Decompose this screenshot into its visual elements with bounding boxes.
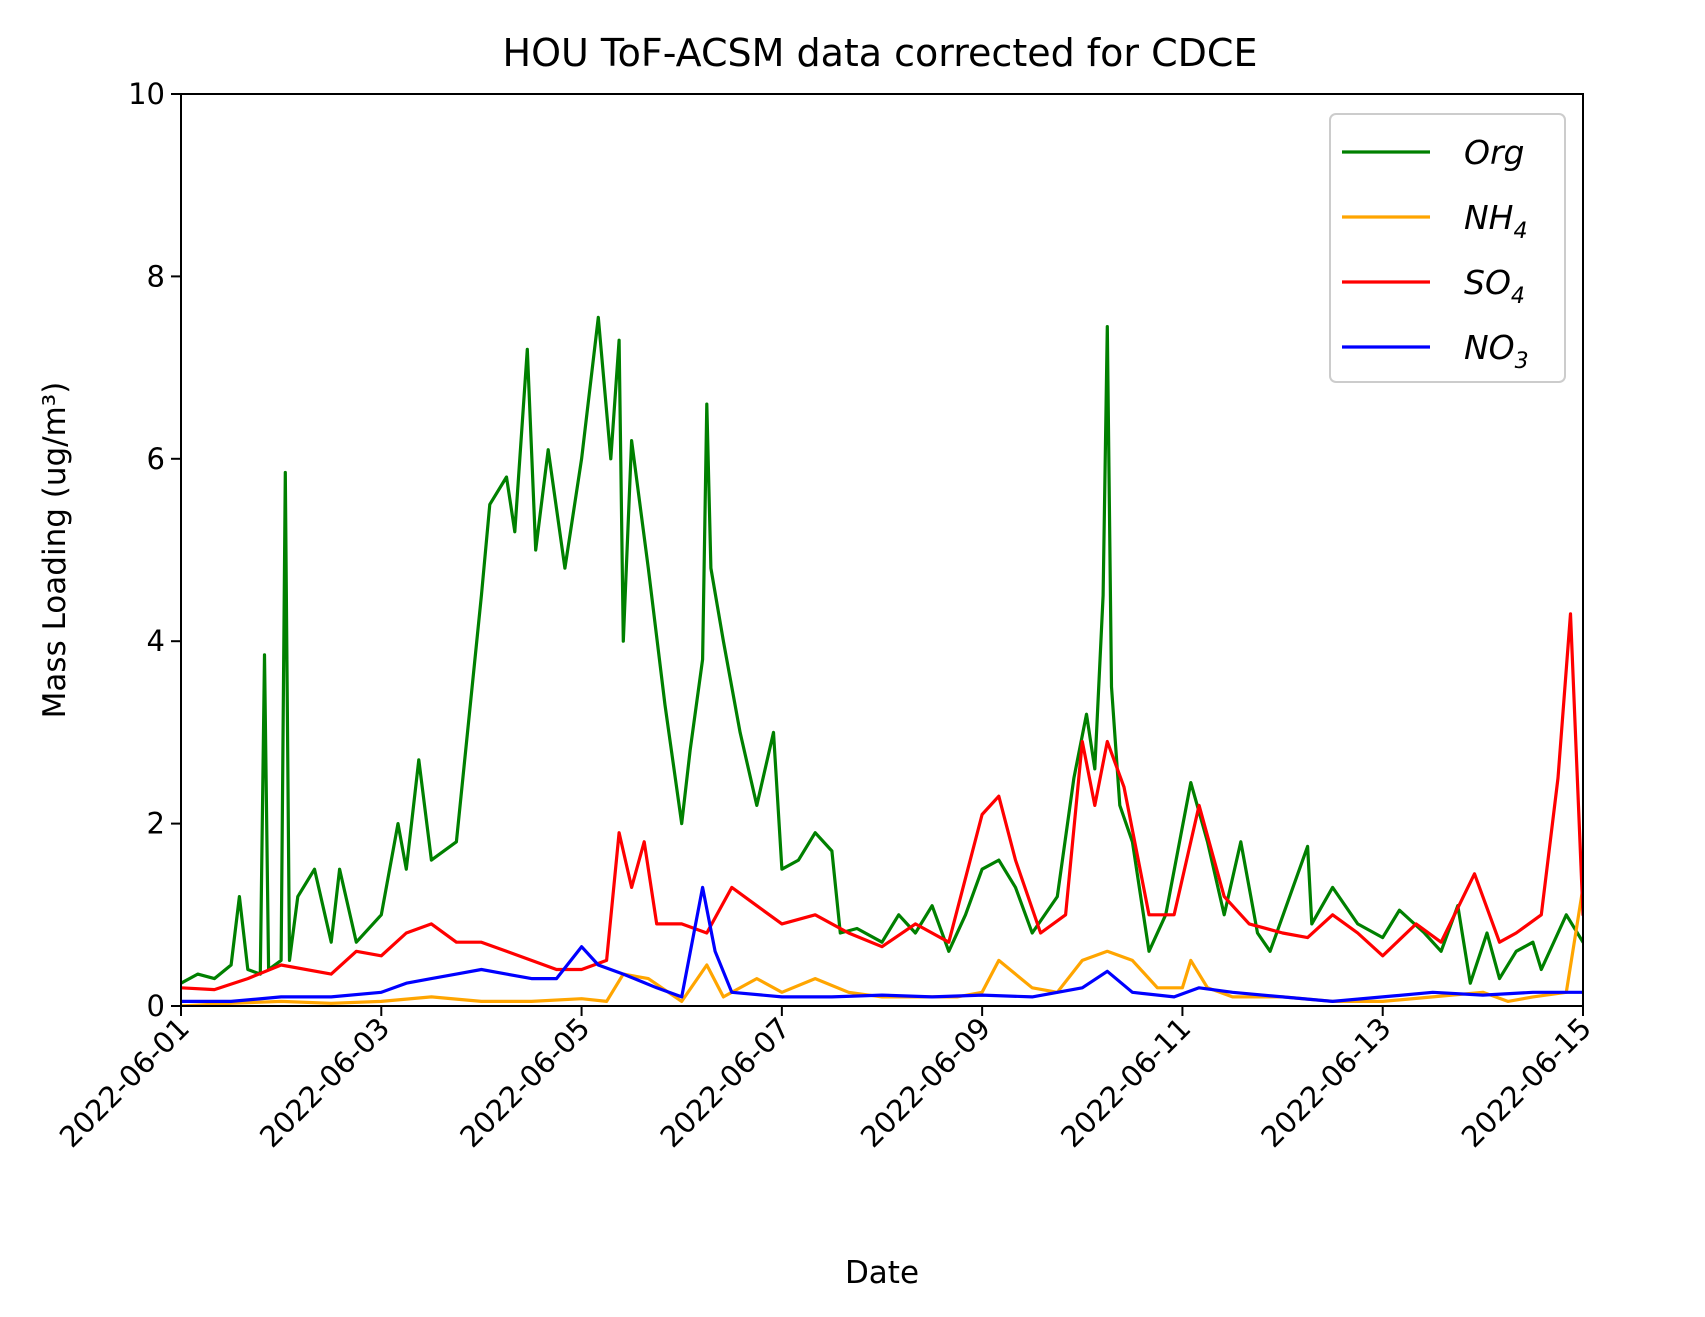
x-tick-label: 2022-06-03	[253, 1011, 396, 1154]
x-tick-label: 2022-06-07	[654, 1011, 797, 1154]
x-axis: 2022-06-01 2022-06-03 2022-06-05 2022-06-07…	[53, 1006, 1598, 1154]
chart-title: HOU ToF-ACSM data corrected for CDCE	[503, 31, 1258, 75]
y-tick-label: 8	[147, 259, 165, 293]
y-tick-label: 10	[128, 77, 165, 111]
series-line-so4	[181, 612, 1583, 992]
legend-label-no3: NO3	[1464, 328, 1529, 374]
legend-label-so4: SO4	[1464, 263, 1525, 309]
y-tick-label: 4	[147, 624, 165, 658]
x-tick-label: 2022-06-09	[854, 1011, 997, 1154]
y-tick-label: 2	[147, 807, 165, 841]
legend-label-nh4: NH4	[1464, 198, 1528, 244]
x-tick-label: 2022-06-05	[453, 1011, 596, 1154]
series-line-org	[181, 315, 1583, 985]
series-line-no3	[181, 885, 1583, 1004]
legend-label-org: Org	[1464, 133, 1525, 172]
y-axis-label: Mass Loading (ug/m³)	[37, 382, 73, 719]
legend-frame	[1329, 113, 1566, 383]
x-tick-label: 2022-06-13	[1254, 1011, 1397, 1154]
series-line-nh4	[181, 885, 1583, 1006]
y-tick-label: 0	[147, 989, 165, 1023]
y-tick-label: 6	[147, 442, 165, 476]
legend: Org NH4 SO4 NO3	[1329, 113, 1566, 383]
x-tick-label: 2022-06-11	[1054, 1011, 1197, 1154]
x-tick-label: 2022-06-15	[1455, 1011, 1598, 1154]
series-layer	[181, 315, 1583, 1006]
x-axis-label: Date	[845, 1255, 919, 1291]
plot-frame	[180, 93, 1584, 1007]
x-tick-label: 2022-06-01	[53, 1011, 196, 1154]
y-axis: 0 2 4 6 8 10	[128, 77, 181, 1023]
